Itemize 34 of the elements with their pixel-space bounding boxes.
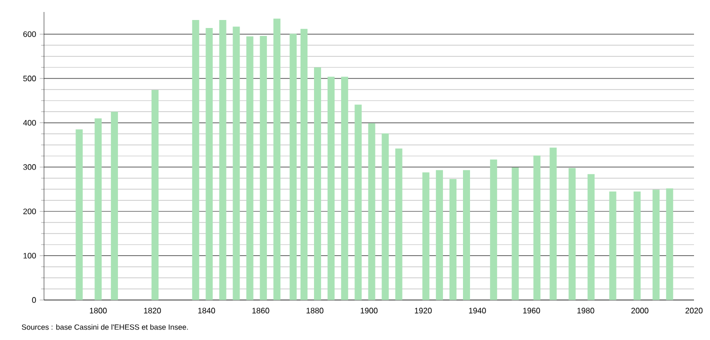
bar: [152, 90, 159, 300]
bar: [273, 18, 280, 300]
bar: [206, 28, 213, 300]
bar: [550, 148, 557, 300]
bar: [568, 168, 576, 300]
bar: [512, 168, 519, 300]
bar: [328, 76, 335, 300]
bar: [246, 36, 254, 300]
bar: [382, 133, 389, 300]
bar: [192, 20, 200, 300]
bar: [533, 156, 540, 300]
bar: [666, 188, 674, 300]
bar: [260, 36, 267, 300]
bar: [395, 148, 402, 300]
bar: [290, 34, 297, 300]
bar: [588, 174, 595, 300]
bar: [110, 112, 118, 300]
bar: [652, 190, 660, 300]
bar: [368, 123, 376, 300]
bar: [436, 170, 443, 300]
bar: [462, 170, 470, 300]
bar: [341, 76, 348, 300]
bar: [76, 129, 83, 300]
bar: [300, 28, 308, 300]
bar: [354, 104, 362, 300]
bar: [449, 179, 456, 300]
bar: [490, 160, 498, 300]
bar: [314, 67, 322, 300]
bar: [219, 20, 226, 300]
bar: [609, 191, 616, 300]
bar: [634, 191, 641, 300]
bar: [232, 26, 240, 300]
bar: [422, 172, 430, 300]
bar: [94, 118, 102, 300]
